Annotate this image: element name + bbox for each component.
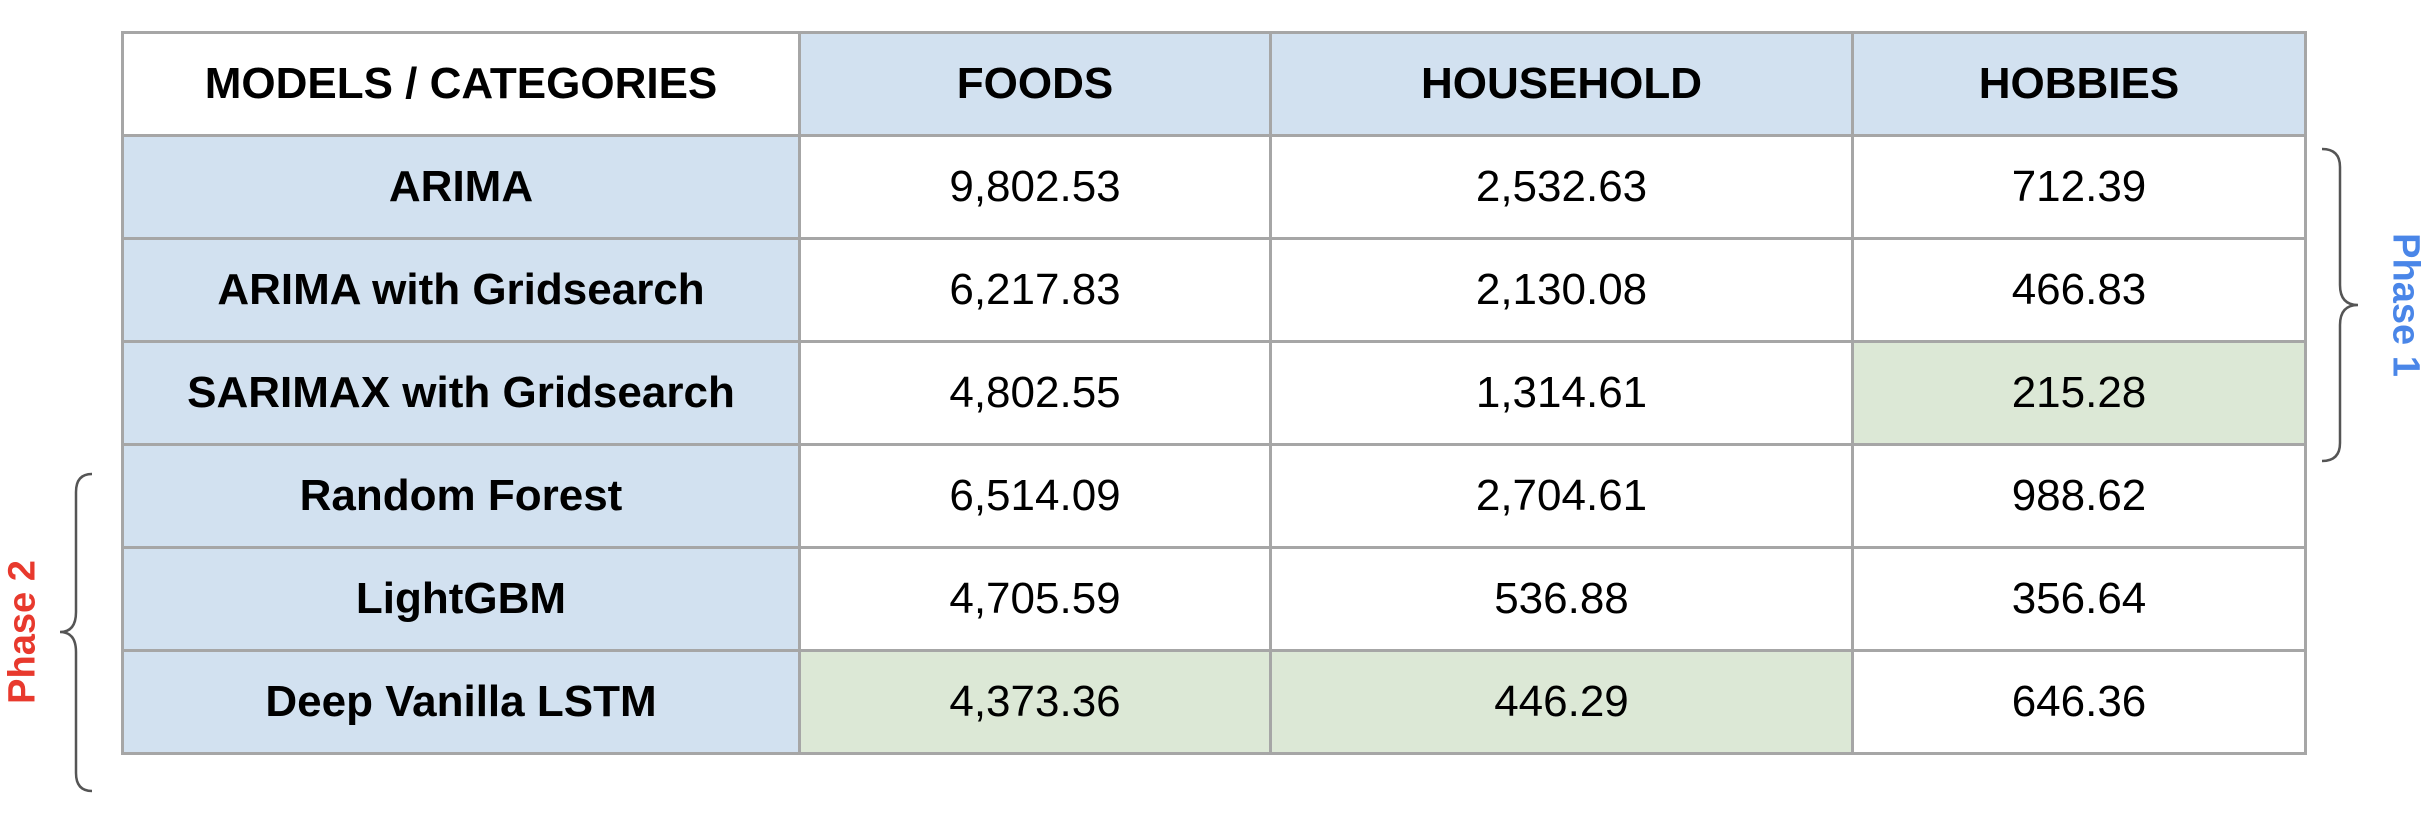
table-cell: 536.88: [1269, 546, 1854, 652]
column-header-household: HOUSEHOLD: [1269, 31, 1854, 137]
phase1-brace: [2321, 147, 2359, 463]
table-row: ARIMA 9,802.53 2,532.63 712.39: [121, 134, 2307, 240]
best-value-cell: 215.28: [1851, 340, 2307, 446]
table-cell: 646.36: [1851, 649, 2307, 755]
table-row: Random Forest 6,514.09 2,704.61 988.62: [121, 443, 2307, 549]
best-value-cell: 4,373.36: [798, 649, 1272, 755]
row-header-model: ARIMA with Gridsearch: [121, 237, 801, 343]
table-cell: 9,802.53: [798, 134, 1272, 240]
table-row: ARIMA with Gridsearch 6,217.83 2,130.08 …: [121, 237, 2307, 343]
phase2-brace: [59, 472, 93, 793]
column-header-foods: FOODS: [798, 31, 1272, 137]
table-row: LightGBM 4,705.59 536.88 356.64: [121, 546, 2307, 652]
column-header-hobbies: HOBBIES: [1851, 31, 2307, 137]
row-header-model: Deep Vanilla LSTM: [121, 649, 801, 755]
table-cell: 2,532.63: [1269, 134, 1854, 240]
row-header-model: Random Forest: [121, 443, 801, 549]
row-header-model: SARIMAX with Gridsearch: [121, 340, 801, 446]
corner-header: MODELS / CATEGORIES: [121, 31, 801, 137]
row-header-model: LightGBM: [121, 546, 801, 652]
results-table: MODELS / CATEGORIES FOODS HOUSEHOLD HOBB…: [121, 31, 2307, 755]
phase1-label: Phase 1: [2384, 233, 2427, 377]
row-header-model: ARIMA: [121, 134, 801, 240]
table-cell: 4,705.59: [798, 546, 1272, 652]
table-cell: 6,217.83: [798, 237, 1272, 343]
table-cell: 356.64: [1851, 546, 2307, 652]
table-cell: 466.83: [1851, 237, 2307, 343]
table-cell: 2,130.08: [1269, 237, 1854, 343]
table-cell: 1,314.61: [1269, 340, 1854, 446]
best-value-cell: 446.29: [1269, 649, 1854, 755]
table-cell: 6,514.09: [798, 443, 1272, 549]
table-cell: 712.39: [1851, 134, 2307, 240]
table-cell: 988.62: [1851, 443, 2307, 549]
phase2-label: Phase 2: [1, 560, 44, 704]
table-cell: 4,802.55: [798, 340, 1272, 446]
header-row: MODELS / CATEGORIES FOODS HOUSEHOLD HOBB…: [121, 31, 2307, 137]
table-row: SARIMAX with Gridsearch 4,802.55 1,314.6…: [121, 340, 2307, 446]
table-row: Deep Vanilla LSTM 4,373.36 446.29 646.36: [121, 649, 2307, 755]
table-cell: 2,704.61: [1269, 443, 1854, 549]
